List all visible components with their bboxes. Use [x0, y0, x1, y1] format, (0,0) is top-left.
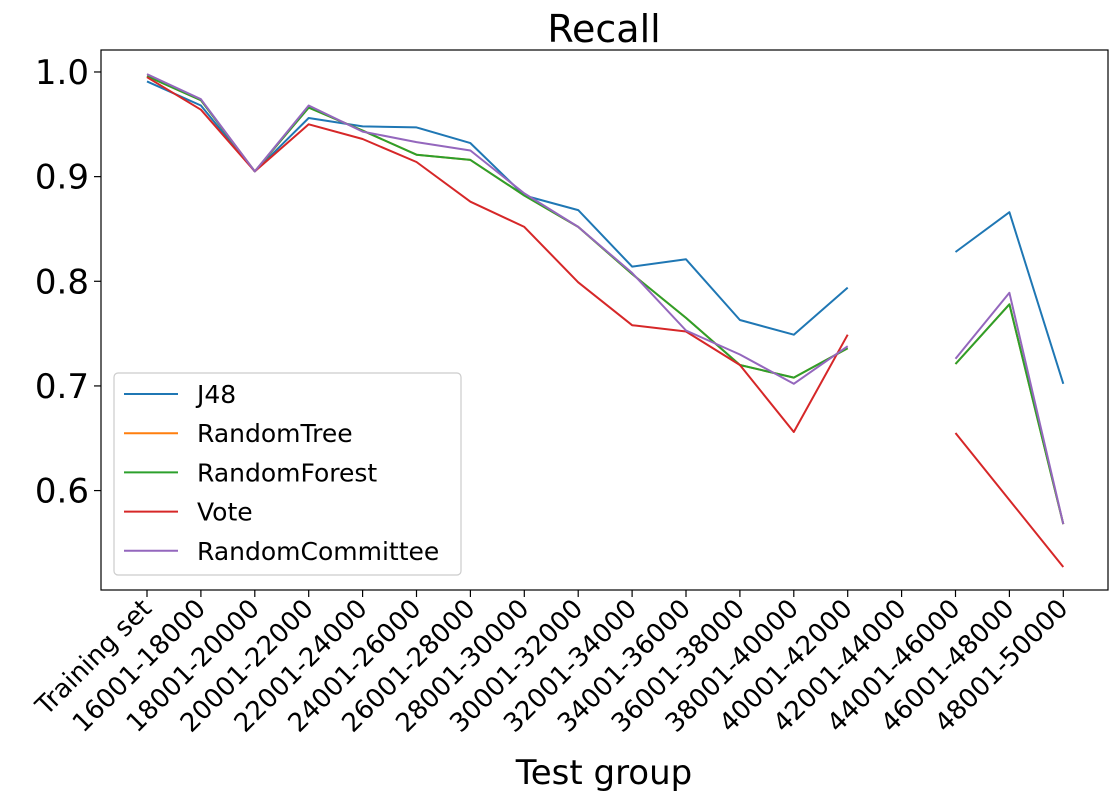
- y-tick-label: 0.9: [35, 158, 89, 198]
- legend-frame: [113, 372, 462, 576]
- series-j48: [146, 80, 1065, 385]
- legend-item-randomtree: RandomTree: [124, 419, 353, 448]
- series-vote: [146, 76, 1065, 568]
- legend-label: RandomCommittee: [197, 537, 439, 566]
- chart-title: Recall: [547, 7, 660, 51]
- legend-item-randomforest: RandomForest: [124, 458, 377, 487]
- series-line-randomcommittee: [146, 73, 1065, 525]
- legend-item-randomcommittee: RandomCommittee: [124, 537, 439, 566]
- legend-label: RandomTree: [197, 419, 353, 448]
- y-tick-label: 0.8: [35, 262, 89, 302]
- y-tick-label: 1.0: [35, 53, 89, 93]
- legend-label: J48: [195, 380, 236, 409]
- series-line-j48: [146, 80, 1065, 385]
- series-randomcommittee: [146, 73, 1065, 525]
- y-tick-label: 0.7: [35, 367, 89, 407]
- plot-area-frame: [100, 49, 1109, 591]
- series-line-vote: [146, 76, 1065, 568]
- legend-item-j48: J48: [124, 380, 236, 409]
- legend-label: RandomForest: [197, 458, 377, 487]
- legend: J48 RandomTree RandomForest Vote RandomCommi…: [113, 372, 462, 576]
- x-axis-label: Test group: [515, 753, 693, 793]
- y-tick-label: 0.6: [35, 472, 89, 512]
- legend-label: Vote: [197, 498, 253, 527]
- legend-item-vote: Vote: [124, 498, 253, 527]
